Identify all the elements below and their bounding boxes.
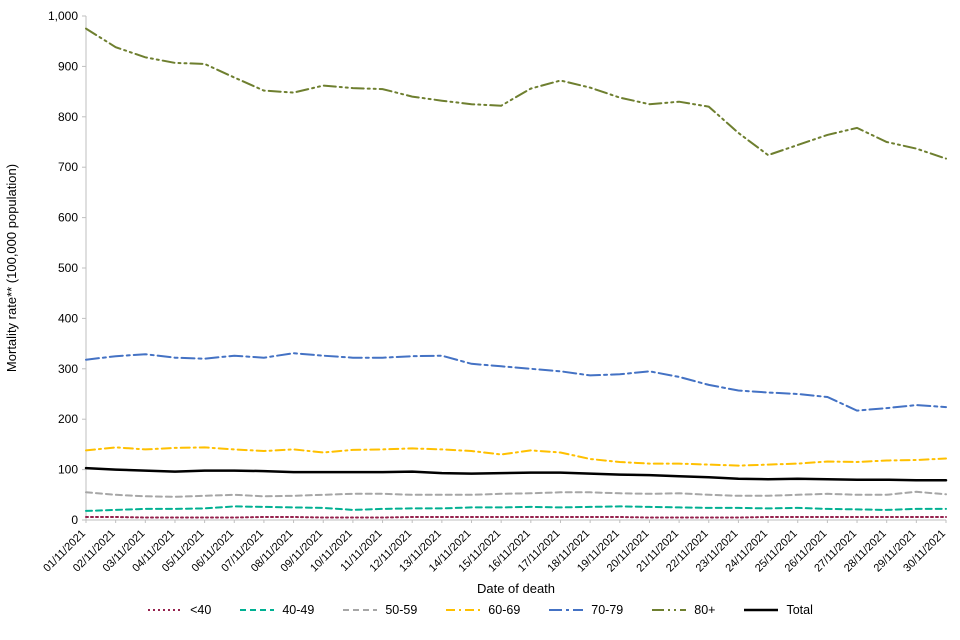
y-tick-label: 200 — [58, 412, 78, 426]
series-line-lt40 — [85, 516, 947, 519]
series-line-a6069 — [85, 446, 947, 467]
legend-item-a5059: 50-59 — [342, 603, 417, 617]
legend-item-a6069: 60-69 — [445, 603, 520, 617]
y-tick-label: 100 — [58, 463, 78, 477]
legend-item-total: Total — [743, 603, 813, 617]
legend-label-total: Total — [786, 603, 813, 617]
legend: <40 40-49 50-59 60-69 70-79 80+ Total — [0, 603, 960, 617]
legend-item-a80p: 80+ — [651, 603, 715, 617]
legend-label-a5059: 50-59 — [385, 603, 418, 617]
series-line-a4049 — [85, 505, 947, 512]
legend-label-a6069: 60-69 — [488, 603, 521, 617]
y-tick-label: 300 — [58, 362, 78, 376]
y-tick-label: 600 — [58, 211, 78, 225]
y-tick-label: 0 — [71, 513, 78, 527]
y-tick-label: 500 — [58, 261, 78, 275]
legend-item-a4049: 40-49 — [239, 603, 314, 617]
legend-item-a7079: 70-79 — [548, 603, 623, 617]
legend-label-a80p: 80+ — [694, 603, 716, 617]
y-tick-label: 700 — [58, 160, 78, 174]
y-tick-label: 900 — [58, 59, 78, 73]
y-tick-label: 1,000 — [48, 9, 78, 23]
series-line-total — [84, 466, 948, 482]
x-axis-title: Date of death — [476, 581, 556, 596]
y-axis-title: Mortality rate** (100,000 population) — [4, 164, 19, 372]
y-tick-label: 400 — [58, 311, 78, 325]
legend-label-a7079: 70-79 — [591, 603, 624, 617]
legend-swatch-a80p — [652, 609, 687, 611]
series-line-a80p — [85, 27, 947, 160]
y-tick-label: 800 — [58, 110, 78, 124]
series-line-a5059 — [85, 490, 947, 498]
legend-label-a4049: 40-49 — [282, 603, 315, 617]
series-line-a7079 — [85, 352, 947, 412]
legend-swatch-a4049 — [240, 609, 275, 611]
chart-plot-area: Mortality rate** (100,000 population) 0 1… — [4, 9, 948, 574]
legend-label-lt40: <40 — [190, 603, 212, 617]
legend-item-lt40: <40 — [147, 603, 211, 617]
legend-swatch-lt40 — [148, 609, 183, 611]
legend-swatch-total — [744, 608, 779, 612]
legend-swatch-a7079 — [549, 609, 584, 611]
legend-swatch-a6069 — [446, 609, 481, 611]
legend-swatch-a5059 — [343, 609, 378, 611]
